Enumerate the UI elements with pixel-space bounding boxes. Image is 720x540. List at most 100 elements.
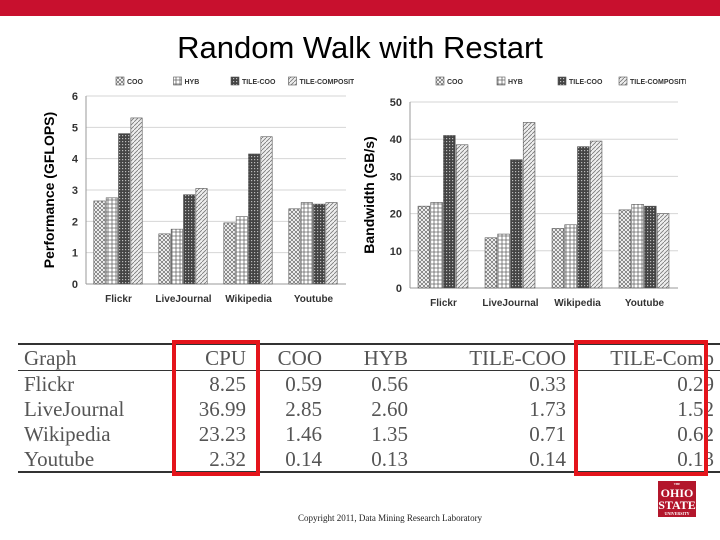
table-cell: LiveJournal (24, 396, 125, 421)
bar (93, 200, 106, 285)
y-axis-label: Performance (GFLOPS) (41, 112, 57, 268)
table-cell: 1.35 (371, 421, 408, 446)
bar (118, 133, 131, 285)
bar (130, 117, 143, 285)
slide-title: Random Walk with Restart (177, 30, 543, 65)
table-cell: Flickr (24, 371, 75, 396)
column-header-graph: Graph (24, 345, 77, 370)
y-tick-label: 30 (390, 171, 402, 183)
table-row: Wikipedia 23.23 1.46 1.35 0.71 0.62 (18, 421, 720, 446)
legend-label: COO (447, 79, 464, 86)
bar (510, 159, 523, 289)
table-cell: 1.46 (285, 421, 322, 446)
x-tick-label: LiveJournal (482, 298, 538, 309)
table-cell: 36.99 (198, 396, 246, 421)
legend-label: TILE-COO (242, 79, 276, 86)
legend-label: HYB (508, 79, 523, 86)
legend-label: TILE-COMPOSITE (630, 79, 686, 86)
legend-swatch (230, 76, 240, 86)
y-tick-label: 1 (72, 248, 78, 260)
y-tick-label: 20 (390, 209, 402, 221)
bar (300, 202, 313, 285)
table-cell: 0.71 (529, 421, 566, 446)
y-tick-label: 2 (72, 216, 78, 228)
bar (443, 135, 456, 289)
table-cell: 2.85 (285, 396, 322, 421)
column-header-cpu: CPU (205, 345, 246, 370)
bar (656, 213, 670, 289)
table-cell: 1.73 (529, 396, 566, 421)
legend-swatch (173, 76, 182, 86)
top-accent-bar (0, 0, 720, 16)
bar (223, 222, 236, 285)
y-tick-label: 4 (72, 154, 79, 166)
column-header-tile-coo: TILE-COO (469, 345, 566, 370)
table-cell: 0.14 (285, 446, 322, 471)
bar (105, 197, 118, 285)
table-cell: 0.56 (371, 371, 408, 396)
table-cell: 0.59 (285, 371, 322, 396)
y-tick-label: 10 (390, 246, 402, 258)
copyright-footer: Copyright 2011, Data Mining Research Lab… (297, 513, 483, 523)
bar (183, 194, 196, 285)
table-cell: 8.25 (209, 371, 246, 396)
legend-swatch (288, 76, 297, 86)
bar (195, 188, 208, 285)
bar (577, 146, 590, 289)
bar (170, 228, 183, 285)
bar (235, 216, 248, 285)
bandwidth-bar-chart: 0 10 20 30 40 50 Bandwidth (GB/s) Flickr LiveJou… (361, 76, 686, 309)
y-tick-label: 5 (72, 122, 78, 134)
bar (589, 140, 603, 289)
legend-label: TILE-COO (569, 79, 603, 86)
table-cell: 0.14 (529, 446, 566, 471)
cpu-column-highlight (172, 340, 260, 476)
bar (497, 233, 510, 289)
bar (158, 233, 171, 285)
legend-label: COO (127, 79, 144, 86)
table-header-row: Graph CPU COO HYB TILE-COO TILE-Comp (18, 344, 720, 371)
bar (564, 224, 577, 289)
x-tick-label: Youtube (625, 298, 665, 309)
legend-label: TILE-COMPOSITE (300, 79, 355, 86)
logo-line-3: UNIVERSITY (664, 511, 690, 516)
table-cell: 0.13 (371, 446, 408, 471)
bar (484, 237, 498, 289)
y-tick-label: 6 (72, 91, 78, 103)
university-logo: THE OHIO STATE UNIVERSITY (658, 481, 696, 517)
legend-label: HYB (185, 79, 200, 86)
y-tick-label: 40 (390, 134, 402, 146)
bar (288, 208, 301, 285)
bar (644, 205, 657, 289)
bar (631, 204, 644, 289)
table-cell: Wikipedia (24, 421, 111, 446)
timing-table: Graph CPU COO HYB TILE-COO TILE-Comp Fli… (18, 343, 720, 473)
column-header-tile-comp: TILE-Comp (610, 345, 714, 370)
bar (551, 228, 565, 289)
x-tick-label: Wikipedia (554, 298, 601, 309)
legend-swatch (618, 76, 628, 86)
legend-swatch (496, 76, 506, 86)
y-tick-label: 0 (396, 283, 402, 295)
bar (260, 136, 273, 285)
bar (248, 153, 261, 285)
y-tick-label: 3 (72, 185, 78, 197)
x-tick-label: Flickr (430, 298, 457, 309)
table-cell: 2.60 (371, 396, 408, 421)
y-axis-label: Bandwidth (GB/s) (361, 136, 377, 253)
x-tick-label: Youtube (294, 294, 334, 305)
y-tick-label: 0 (72, 279, 78, 291)
legend-swatch (557, 76, 567, 86)
legend-swatch (435, 76, 445, 86)
table-cell: Youtube (24, 446, 95, 471)
bar (313, 203, 326, 285)
x-tick-label: LiveJournal (155, 294, 211, 305)
column-header-coo: COO (277, 345, 322, 370)
legend-swatch (115, 76, 125, 86)
bar (325, 202, 338, 285)
table-row: Flickr 8.25 0.59 0.56 0.33 0.29 (18, 371, 720, 397)
x-tick-label: Flickr (105, 294, 132, 305)
table-row: LiveJournal 36.99 2.85 2.60 1.73 1.52 (18, 396, 720, 421)
x-tick-label: Wikipedia (225, 294, 272, 305)
bar (522, 122, 536, 289)
